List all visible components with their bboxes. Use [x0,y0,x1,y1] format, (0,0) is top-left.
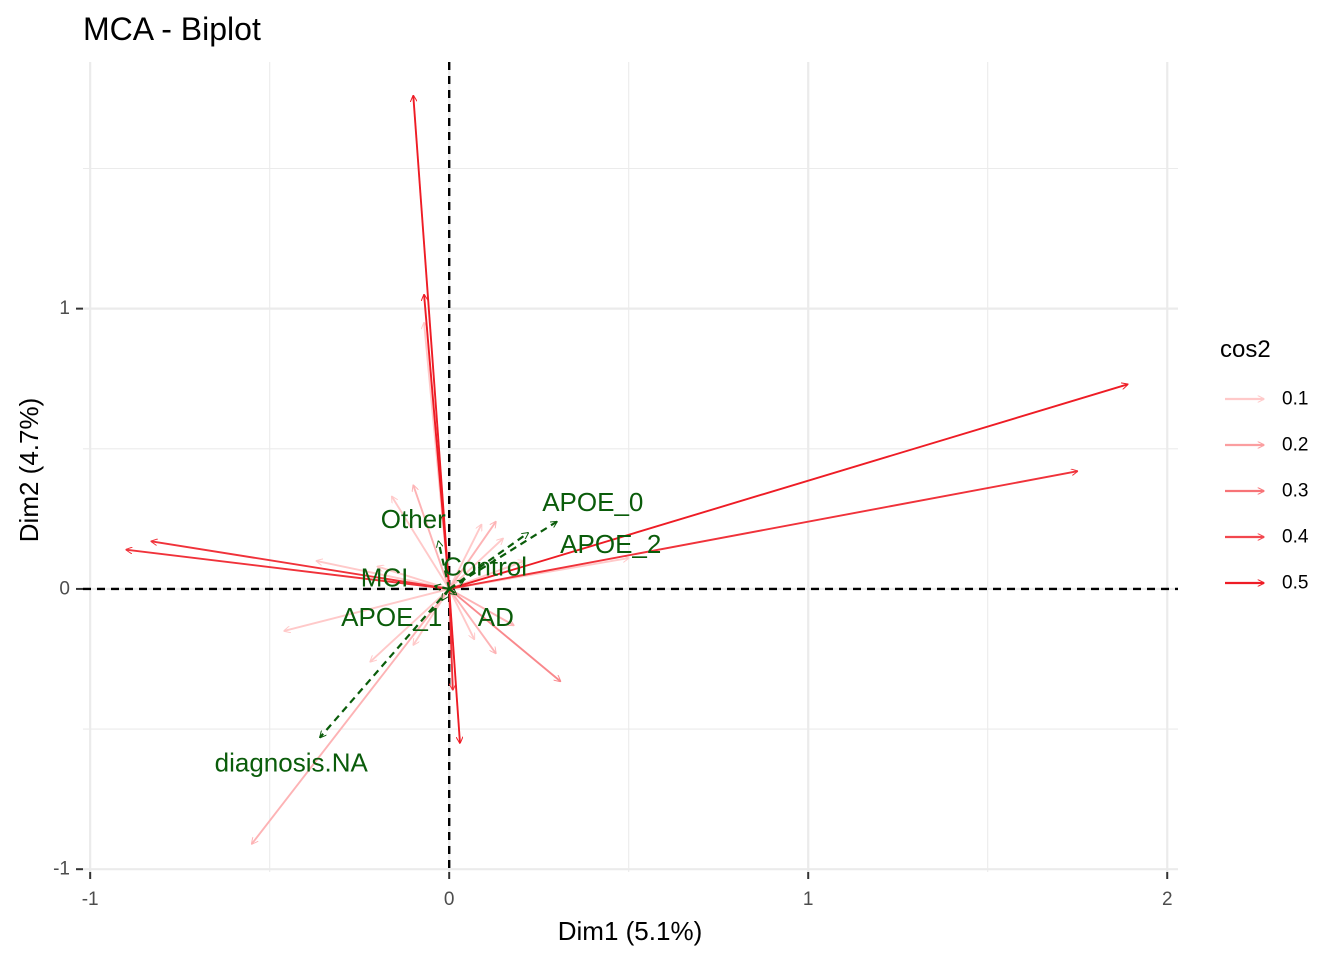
legend-label: 0.2 [1282,435,1308,456]
supplementary-arrow-diagnosis-na [320,588,451,738]
supplementary-arrow-apoe-2 [448,533,528,590]
variable-arrow [448,588,460,743]
variable-arrow [252,588,450,844]
variable-arrow [284,587,450,631]
supplementary-arrows [320,522,557,738]
point-label-other: Other [381,504,446,534]
legend-label: 0.3 [1282,481,1308,502]
x-tick-label: -1 [82,889,99,910]
reference-lines [83,62,1178,872]
y-tick-label: 0 [59,578,70,599]
point-label-control: Control [443,551,527,581]
point-label-apoe-2: APOE_2 [560,529,661,559]
variable-arrow [449,471,1077,590]
x-tick-label: 0 [444,889,455,910]
variable-arrow [424,295,451,590]
variable-arrows [126,96,1128,844]
variable-arrow [448,524,483,590]
supplementary-arrow-mci [435,586,450,589]
variable-arrow [126,550,450,590]
point-label-apoe-0: APOE_0 [542,487,643,517]
variable-arrow [413,96,451,589]
point-label-apoe-1: APOE_1 [341,602,442,632]
point-label-ad: AD [478,602,514,632]
supplementary-arrow-other [438,541,451,590]
x-tick-label: 2 [1162,889,1173,910]
variable-arrow [448,588,476,639]
x-tick-label: 1 [803,889,814,910]
point-label-diagnosis-na: diagnosis.NA [215,748,369,778]
legend-title: cos2 [1220,336,1271,363]
variable-arrow [316,561,450,590]
y-tick-label: -1 [53,859,70,880]
x-axis-title: Dim1 (5.1%) [558,916,702,946]
legend-label: 0.1 [1282,389,1308,410]
chart-title: MCA - Biplot [83,11,261,47]
variable-arrow [448,588,496,653]
point-label-mci: MCI [361,563,409,593]
supplementary-arrow-apoe-0 [448,522,557,590]
axis-ticks: -1 0 1 2 -1 0 1 [53,298,1172,910]
variable-arrow [448,588,560,681]
legend-label: 0.5 [1282,573,1308,594]
variable-arrow [392,496,451,590]
supplementary-arrow-ad [448,589,456,595]
variable-arrow [448,588,514,625]
variable-arrow [370,588,450,662]
y-axis-title: Dim2 (4.7%) [14,398,44,542]
legend: cos2 0.1 0.2 0.3 0.4 0.5 [1220,336,1309,594]
variable-arrow [448,384,1128,590]
variable-arrow [151,541,450,590]
legend-label: 0.4 [1282,527,1309,548]
variable-arrow [413,485,451,590]
variable-arrow [448,522,496,590]
y-tick-label: 1 [59,298,70,319]
point-labels: APOE_0 APOE_2 Other Control MCI APOE_1 AD diagn… [215,487,662,778]
supplementary-arrow-control [448,579,463,590]
